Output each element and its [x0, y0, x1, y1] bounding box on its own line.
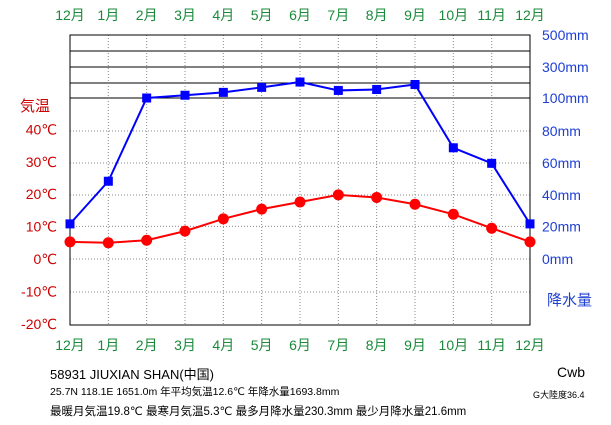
- precipitation-tick-7: 0mm: [542, 251, 573, 267]
- temperature-axis: 40℃ 30℃ 20℃ 10℃ 0℃ -10℃ -20℃: [21, 121, 57, 331]
- month-label-bottom-6: 6月: [289, 337, 311, 353]
- station-stats-line2: 最暖月気温19.8℃ 最寒月気温5.3℃ 最多月降水量230.3mm 最少月降水…: [50, 406, 467, 418]
- precipitation-tick-5: 40mm: [542, 187, 581, 203]
- temperature-point-10: [447, 208, 459, 220]
- climate-class: Cwb: [557, 364, 586, 380]
- month-label-top-10: 10月: [439, 7, 469, 23]
- precipitation-point-12: [525, 219, 535, 229]
- temperature-point-0: [64, 236, 76, 248]
- month-label-bottom-11: 11月: [477, 337, 506, 353]
- month-label-bottom-9: 9月: [404, 337, 426, 353]
- precipitation-point-4: [218, 87, 228, 97]
- precipitation-tick-1: 300mm: [542, 59, 589, 75]
- temperature-point-12: [524, 236, 536, 248]
- temperature-point-6: [294, 196, 306, 208]
- month-label-top-8: 8月: [366, 7, 388, 23]
- temperature-tick-6: -20℃: [21, 316, 57, 332]
- precipitation-point-0: [65, 219, 75, 229]
- month-label-top-9: 9月: [404, 7, 426, 23]
- month-label-top-6: 6月: [289, 7, 311, 23]
- precipitation-point-10: [448, 143, 458, 153]
- temperature-point-4: [217, 213, 229, 225]
- month-label-bottom-1: 1月: [97, 337, 119, 353]
- temperature-tick-2: 20℃: [26, 186, 57, 202]
- temperature-point-7: [332, 189, 344, 201]
- month-label-bottom-2: 2月: [136, 337, 158, 353]
- temperature-point-8: [371, 191, 383, 203]
- temperature-tick-0: 40℃: [26, 121, 57, 137]
- temperature-series: [64, 189, 536, 249]
- precipitation-point-9: [410, 79, 420, 89]
- station-stats-line1: 25.7N 118.1E 1651.0m 年平均気温12.6℃ 年降水量1693…: [50, 386, 340, 398]
- month-label-bottom-7: 7月: [327, 337, 349, 353]
- month-label-top-4: 4月: [212, 7, 234, 23]
- temperature-tick-3: 10℃: [26, 219, 57, 235]
- precipitation-point-5: [257, 82, 267, 92]
- precipitation-tick-4: 60mm: [542, 155, 581, 171]
- month-label-top-2: 2月: [136, 7, 158, 23]
- precipitation-tick-3: 80mm: [542, 123, 581, 139]
- precipitation-point-7: [333, 85, 343, 95]
- temperature-axis-title: 気温: [20, 98, 50, 115]
- month-label-top-12: 12月: [515, 7, 545, 23]
- temperature-point-1: [102, 237, 114, 249]
- precipitation-point-8: [372, 84, 382, 94]
- month-label-bottom-8: 8月: [366, 337, 388, 353]
- month-label-bottom-3: 3月: [174, 337, 196, 353]
- temperature-point-5: [256, 203, 268, 215]
- precipitation-tick-6: 20mm: [542, 218, 581, 234]
- month-label-bottom-12: 12月: [515, 337, 545, 353]
- month-label-top-0: 12月: [55, 7, 85, 23]
- precipitation-point-1: [103, 176, 113, 186]
- month-label-bottom-0: 12月: [55, 337, 85, 353]
- station-title: 58931 JIUXIAN SHAN(中国): [50, 367, 214, 382]
- continentality-index: G大陸度36.4: [533, 390, 585, 400]
- precipitation-point-6: [295, 77, 305, 87]
- month-label-top-5: 5月: [251, 7, 273, 23]
- temperature-tick-4: 0℃: [33, 251, 57, 267]
- temperature-point-9: [409, 198, 421, 210]
- month-labels-bottom: 12月 1月 2月 3月 4月 5月 6月 7月 8月 9月 10月 11月 12月: [55, 337, 545, 353]
- month-label-bottom-5: 5月: [251, 337, 273, 353]
- precipitation-series: [65, 77, 535, 229]
- plot-frame: [69, 34, 531, 326]
- month-label-top-7: 7月: [327, 7, 349, 23]
- precipitation-axis-title: 降水量: [547, 292, 592, 309]
- precipitation-tick-2: 100mm: [542, 90, 589, 106]
- temperature-tick-5: -10℃: [21, 283, 57, 299]
- month-label-top-11: 11月: [477, 7, 506, 23]
- month-label-top-1: 1月: [97, 7, 119, 23]
- temperature-point-2: [141, 234, 153, 246]
- temperature-point-3: [179, 225, 191, 237]
- precipitation-tick-0: 500mm: [542, 27, 589, 43]
- precipitation-point-3: [180, 90, 190, 100]
- temperature-tick-1: 30℃: [26, 154, 57, 170]
- month-labels-top: 12月 1月 2月 3月 4月 5月 6月 7月 8月 9月 10月 11月 12月: [55, 7, 545, 23]
- precipitation-point-11: [487, 158, 497, 168]
- precipitation-axis: 500mm 300mm 100mm 80mm 60mm 40mm 20mm 0mm: [542, 27, 589, 267]
- temperature-point-11: [486, 222, 498, 234]
- precipitation-point-2: [142, 93, 152, 103]
- month-label-top-3: 3月: [174, 7, 196, 23]
- month-label-bottom-4: 4月: [212, 337, 234, 353]
- month-label-bottom-10: 10月: [439, 337, 469, 353]
